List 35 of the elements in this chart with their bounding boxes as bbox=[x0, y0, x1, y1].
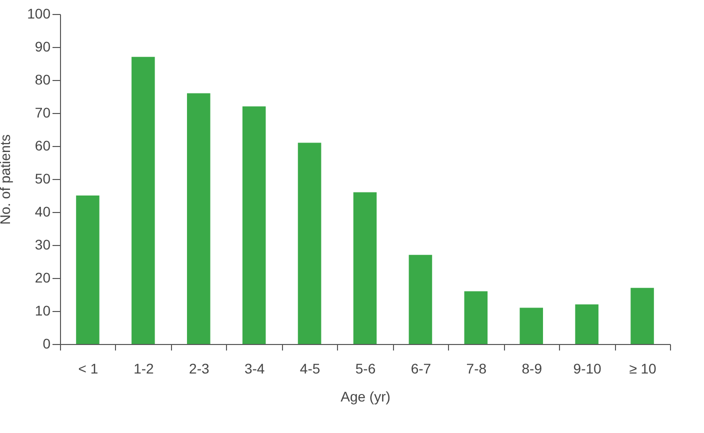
y-tick-label: 30 bbox=[34, 236, 51, 252]
y-tick-label: 40 bbox=[34, 204, 51, 220]
y-tick-label: 10 bbox=[34, 302, 51, 318]
x-tick-label: ≥ 10 bbox=[629, 360, 657, 376]
x-tick-label: 1-2 bbox=[134, 360, 154, 376]
bar bbox=[298, 142, 322, 344]
y-tick-label: 100 bbox=[27, 6, 51, 22]
x-tick-label: 4-5 bbox=[300, 360, 320, 376]
x-tick-label: 6-7 bbox=[410, 360, 432, 376]
bar bbox=[242, 106, 266, 344]
x-axis-title: Age (yr) bbox=[340, 388, 390, 404]
bar bbox=[575, 304, 598, 344]
bar bbox=[186, 93, 210, 344]
x-tick-label: 5-6 bbox=[355, 360, 376, 376]
y-tick-label: 80 bbox=[34, 72, 51, 88]
y-tick-label: 90 bbox=[34, 38, 51, 54]
y-tick-label: 0 bbox=[42, 336, 51, 352]
x-tick-label: 9-10 bbox=[573, 360, 602, 376]
y-axis-title: No. of patients bbox=[0, 134, 14, 225]
bar bbox=[353, 192, 377, 344]
x-tick-label: < 1 bbox=[78, 360, 98, 376]
x-tick-label: 8-9 bbox=[522, 360, 542, 376]
x-tick-label: 7-8 bbox=[466, 360, 487, 376]
x-tick-label: 2-3 bbox=[189, 360, 210, 376]
y-tick-label: 60 bbox=[34, 138, 51, 154]
bar bbox=[464, 291, 488, 344]
x-tick-label: 3-4 bbox=[244, 360, 265, 376]
bar bbox=[630, 288, 654, 344]
bar bbox=[76, 196, 100, 344]
bar bbox=[408, 254, 432, 344]
bar bbox=[132, 56, 155, 344]
bar bbox=[520, 308, 544, 344]
y-tick-label: 50 bbox=[34, 170, 51, 186]
y-tick-label: 20 bbox=[34, 270, 51, 286]
y-tick-label: 70 bbox=[34, 104, 51, 120]
